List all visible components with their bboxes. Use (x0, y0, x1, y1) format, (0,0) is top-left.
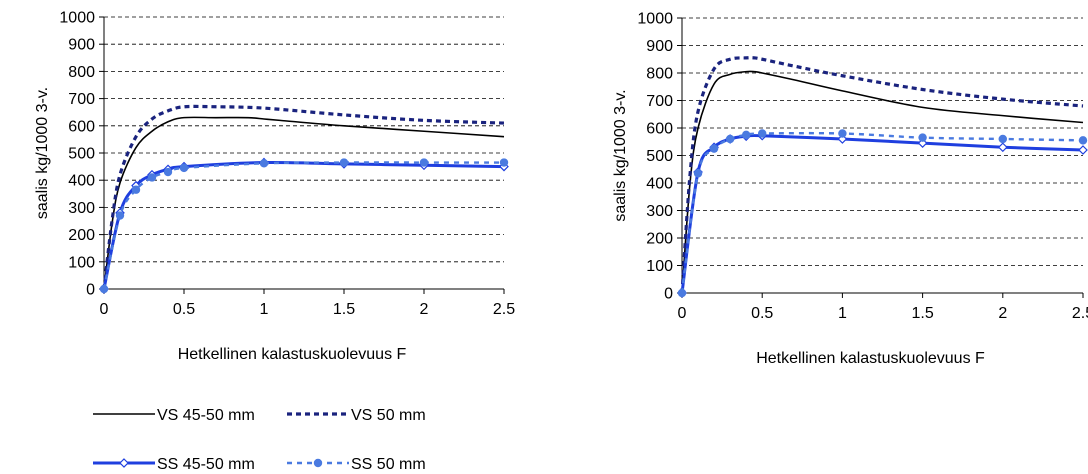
legend-label-ss50: SS 50 mm (351, 456, 426, 473)
y-tick-label: 900 (646, 38, 673, 55)
y-tick-label: 300 (68, 200, 95, 217)
data-point-ss50 (499, 158, 509, 167)
y-tick-label: 700 (68, 91, 95, 108)
x-tick-label: 0.5 (173, 301, 195, 318)
legend-item-ss50: SS 50 mm (287, 456, 426, 473)
data-point-ss50 (179, 163, 189, 173)
series-vs4550 (681, 70, 1084, 294)
data-point-ss50 (99, 284, 109, 294)
series-ss50 (99, 158, 509, 294)
legend-item-vs4550: VS 45-50 mm (93, 407, 255, 424)
x-tick-label: 2 (420, 301, 429, 318)
y-tick-label: 0 (664, 286, 673, 303)
y-tick-label: 800 (68, 64, 95, 81)
data-point-ss50 (163, 167, 173, 177)
y-tick-label: 400 (646, 176, 673, 193)
series-line-vs50 (102, 104, 505, 290)
series-line-vs50 (680, 56, 1084, 294)
y-tick-label: 800 (646, 66, 673, 83)
y-tick-label: 900 (68, 37, 95, 54)
x-tick-label: 2 (998, 305, 1007, 322)
data-point-ss50 (1078, 136, 1088, 145)
y-tick-label: 100 (68, 254, 95, 271)
y-tick-label: 700 (646, 93, 673, 110)
data-point-ss50 (419, 158, 429, 167)
series-line-vs4550 (681, 70, 1084, 294)
y-axis-title: saalis kg/1000 3-v. (612, 89, 629, 221)
legend-marker-ss50 (313, 458, 323, 468)
series-line-ss4550 (680, 134, 1084, 294)
data-point-ss50 (998, 134, 1007, 144)
data-point-ss50 (741, 130, 751, 140)
series-line-ss50 (680, 131, 1084, 294)
y-tick-label: 1000 (59, 10, 95, 27)
series-vs4550 (103, 116, 505, 290)
y-tick-label: 400 (68, 173, 95, 190)
data-point-ss50 (677, 288, 687, 298)
legend-label-vs4550: VS 45-50 mm (157, 407, 255, 424)
chart-right: 0 100 200 300 400 500 600 700 800 900 1000 0 0.5 1 1.5… (612, 11, 1088, 368)
data-point-ss4550 (1078, 145, 1088, 155)
data-point-ss50 (918, 133, 927, 142)
x-axis-title: Hetkellinen kalastuskuolevuus F (178, 346, 407, 363)
x-tick-label: 1.5 (333, 301, 355, 318)
x-tick-label: 1 (838, 305, 847, 322)
x-tick-label: 1.5 (911, 305, 933, 322)
series-line-ss50 (102, 161, 504, 290)
x-tick-label: 0 (100, 301, 109, 318)
y-tick-label: 0 (86, 282, 95, 299)
y-tick-label: 600 (646, 121, 673, 138)
x-tick-label: 0.5 (751, 305, 773, 322)
series-ss4550 (99, 157, 509, 294)
y-axis-title: saalis kg/1000 3-v. (34, 87, 51, 219)
y-tick-label: 500 (646, 148, 673, 165)
y-tick-label: 100 (646, 258, 673, 275)
y-tick-label: 1000 (637, 11, 673, 28)
legend: VS 45-50 mm VS 50 mm SS 45-50 mm SS 50 mm (93, 407, 426, 473)
series-line-ss4550 (102, 160, 505, 290)
data-point-ss50 (725, 134, 735, 144)
y-tick-label: 600 (68, 118, 95, 135)
series-vs50 (680, 56, 1084, 294)
legend-marker-ss4550 (119, 458, 129, 468)
data-point-ss50 (259, 159, 269, 168)
series-vs50 (102, 104, 505, 290)
x-tick-label: 1 (260, 301, 269, 318)
legend-item-vs50: VS 50 mm (287, 407, 426, 424)
x-tick-label: 0 (678, 305, 687, 322)
legend-item-ss4550: SS 45-50 mm (93, 456, 255, 473)
y-tick-label: 200 (68, 227, 95, 244)
x-axis-title: Hetkellinen kalastuskuolevuus F (756, 350, 985, 367)
data-point-ss50 (115, 211, 125, 220)
x-tick-label: 2.5 (493, 301, 515, 318)
y-tick-label: 300 (646, 203, 673, 220)
legend-label-ss4550: SS 45-50 mm (157, 456, 255, 473)
data-point-ss50 (709, 144, 719, 153)
legend-label-vs50: VS 50 mm (351, 407, 426, 424)
data-point-ss50 (693, 169, 703, 178)
data-point-ss50 (147, 173, 157, 182)
series-ss50 (677, 129, 1088, 298)
data-point-ss50 (838, 129, 847, 138)
data-point-ss4550 (997, 142, 1008, 153)
data-point-ss50 (758, 129, 767, 138)
y-tick-label: 200 (646, 231, 673, 248)
y-tick-label: 500 (68, 146, 95, 163)
series-line-vs4550 (103, 116, 505, 290)
data-point-ss50 (131, 185, 141, 194)
series-ss4550 (677, 130, 1088, 298)
chart-left: 0 100 200 300 400 500 600 700 800 900 1000 0 0.5 1 1.5… (34, 10, 515, 364)
x-tick-label: 2.5 (1072, 305, 1088, 322)
data-point-ss50 (339, 158, 349, 167)
